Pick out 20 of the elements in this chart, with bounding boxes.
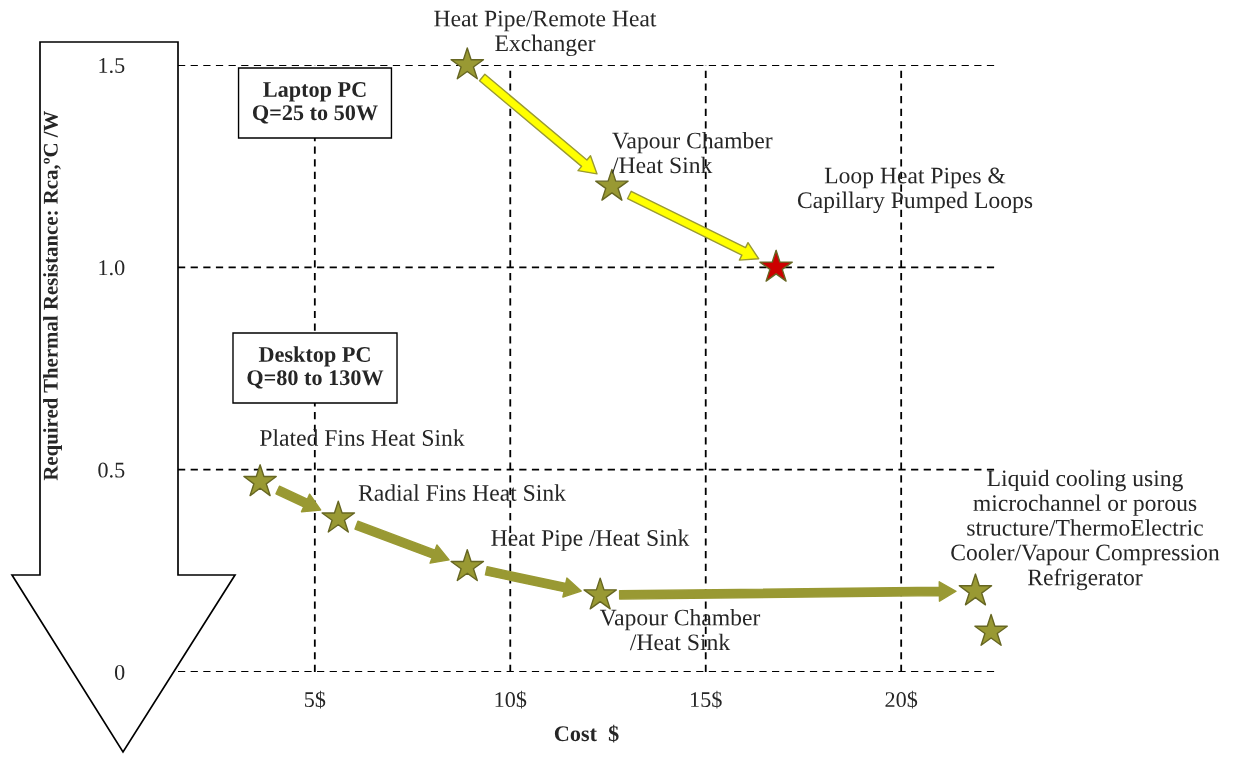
annotation: Laptop PC Q=25 to 50W [252,82,378,124]
annotation: Plated Fins Heat Sink [260,429,465,446]
text: Heat Pipe/Remote Heat Exchanger [434,10,657,57]
annotation: Radial Fins Heat Sink [358,484,566,501]
x-tick-label: 20$ [885,690,918,709]
annotation: Vapour Chamber /Heat Sink [612,131,773,174]
annotation: Loop Heat Pipes & Capillary Pumped Loops [797,167,1033,214]
y-tick-label: 0.5 [98,462,125,478]
x-tick-label: 15$ [691,690,722,709]
x-tick-label: 10$ [495,690,527,709]
annotation: Desktop PC Q=80 to 130W [247,346,384,389]
x-axis-title: Cost $ [554,724,619,743]
annotation: Vapour Chamber /Heat Sink [599,608,761,651]
y-tick-label: 1.5 [99,58,125,74]
annotation: Heat Pipe /Heat Sink [491,529,690,551]
x-tick-label: 5$ [305,690,326,709]
y-tick-label: 0 [114,664,125,680]
annotation: Liquid cooling using microchannel or porous structure/ThermoElectric Cooler/Vapour Compression Refrigerator [951,469,1220,591]
y-tick-label: 1.0 [99,260,125,276]
y-axis-title: Required Thermal Resistance: Rca,ºC /W [43,110,62,481]
